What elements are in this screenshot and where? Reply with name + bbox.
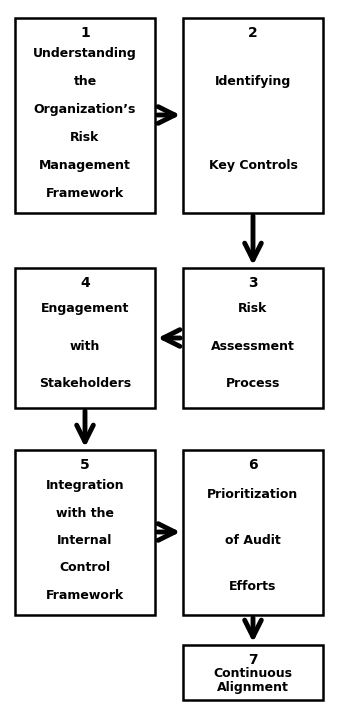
Text: Understanding: Understanding (33, 48, 137, 60)
Bar (15, 268, 155, 408)
Text: Prioritization: Prioritization (207, 489, 299, 501)
Text: Risk: Risk (70, 131, 100, 144)
Text: Framework: Framework (46, 186, 124, 199)
Text: with: with (70, 340, 100, 352)
Bar (15, 18, 155, 213)
Text: 1: 1 (80, 26, 90, 40)
Text: 3: 3 (248, 276, 258, 290)
Text: the: the (73, 75, 97, 88)
Text: Engagement: Engagement (41, 302, 129, 316)
Text: with the: with the (56, 507, 114, 520)
Text: Organization’s: Organization’s (34, 103, 136, 116)
Bar (183, 645, 323, 700)
Text: Internal: Internal (57, 534, 113, 547)
Bar (15, 450, 155, 615)
Bar (183, 450, 323, 615)
Bar (183, 18, 323, 213)
Text: Assessment: Assessment (211, 340, 295, 352)
Text: Efforts: Efforts (229, 580, 277, 593)
Text: Key Controls: Key Controls (209, 159, 298, 172)
Text: Control: Control (59, 562, 111, 574)
Text: of Audit: of Audit (225, 534, 281, 547)
Bar (183, 268, 323, 408)
Text: Integration: Integration (46, 479, 124, 492)
Text: Identifying: Identifying (215, 75, 291, 88)
Text: 5: 5 (80, 458, 90, 472)
Text: Stakeholders: Stakeholders (39, 376, 131, 390)
Text: 7: 7 (248, 653, 258, 667)
Text: 2: 2 (248, 26, 258, 40)
Text: Alignment: Alignment (217, 681, 289, 693)
Text: 4: 4 (80, 276, 90, 290)
Text: Management: Management (39, 159, 131, 172)
Text: Process: Process (226, 376, 280, 390)
Text: Continuous: Continuous (214, 667, 293, 680)
Text: Risk: Risk (238, 302, 268, 316)
Text: Framework: Framework (46, 588, 124, 602)
Text: 6: 6 (248, 458, 258, 472)
